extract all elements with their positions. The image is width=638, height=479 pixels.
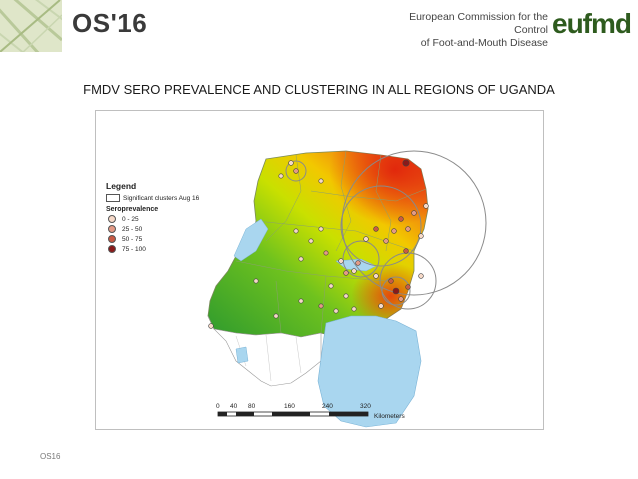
header-decoration (0, 0, 62, 52)
class-swatch (108, 235, 116, 243)
class-swatch (108, 245, 116, 253)
org-line-1: European Commission for the Control (409, 11, 548, 36)
lake-victoria (317, 315, 422, 428)
legend-class-label: 75 - 100 (122, 245, 146, 253)
legend-cluster-label: Significant clusters Aug 16 (123, 194, 200, 202)
lake-edward (235, 346, 249, 364)
slide-title: FMDV SERO PREVALENCE AND CLUSTERING IN A… (83, 82, 555, 97)
map-frame: Legend Significant clusters Aug 16 Serop… (95, 110, 544, 430)
legend-class-label: 25 - 50 (122, 225, 143, 233)
event-title: OS'16 (72, 8, 148, 38)
org-line-2: of Foot-and-Mouth Disease (420, 37, 548, 49)
scale-unit: Kilometers (374, 413, 405, 420)
slide-footer: OS16 (40, 452, 61, 461)
legend-class-label: 50 - 75 (122, 235, 143, 243)
uganda-map (207, 150, 487, 428)
legend-sero-title: Seroprevalence (106, 206, 159, 213)
organization-name: European Commission for the Control of F… (398, 11, 548, 50)
legend-cluster-row: Significant clusters Aug 16 (106, 193, 218, 203)
scale-tick: 160 (284, 403, 295, 410)
eufmd-logo: eufmd (552, 8, 632, 39)
significant-clusters (285, 150, 487, 310)
scale-tick: 40 (230, 403, 238, 410)
scale-tick: 240 (322, 403, 333, 410)
scale-tick: 0 (216, 403, 220, 410)
legend-class-row: 25 - 50 (106, 224, 218, 234)
legend-class-row: 0 - 25 (106, 214, 218, 224)
southwest-region (207, 315, 322, 387)
map-legend: Legend Significant clusters Aug 16 Serop… (106, 181, 218, 254)
legend-class-row: 75 - 100 (106, 244, 218, 254)
class-swatch (108, 225, 116, 233)
class-swatch (108, 215, 116, 223)
scale-tick: 80 (248, 403, 256, 410)
slide-header: OS'16 European Commission for the Contro… (0, 0, 638, 52)
lake-albert (233, 218, 269, 262)
sample-sites (208, 159, 429, 329)
legend-title: Legend (106, 181, 137, 191)
scale-bar: 0 40 80 160 240 320 Kilometers (216, 403, 476, 423)
scale-tick: 320 (360, 403, 371, 410)
cluster-swatch (106, 194, 120, 202)
legend-class-label: 0 - 25 (122, 215, 139, 223)
legend-class-row: 50 - 75 (106, 234, 218, 244)
